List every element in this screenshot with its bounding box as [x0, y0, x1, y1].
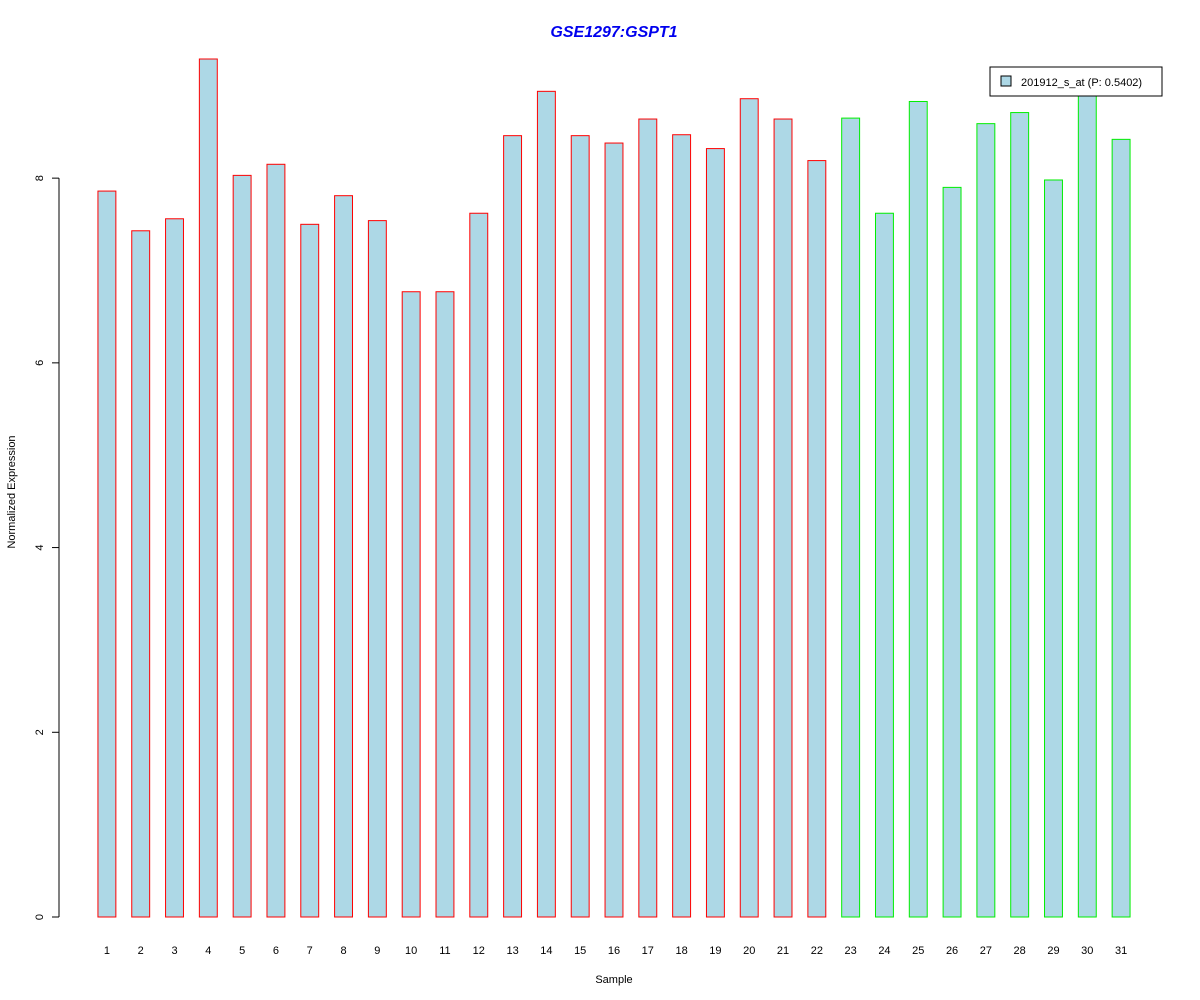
legend-label: 201912_s_at (P: 0.5402) [1021, 77, 1142, 89]
bar-sample-4 [198, 58, 218, 918]
x-tick-label: 29 [1047, 945, 1059, 957]
x-axis-label: Sample [595, 974, 632, 986]
bar-sample-26 [942, 186, 962, 918]
x-tick-label: 16 [608, 945, 620, 957]
bar-sample-2 [131, 230, 151, 918]
x-tick-label: 14 [540, 945, 552, 957]
x-tick-label: 5 [239, 945, 245, 957]
y-tick-label: 4 [34, 545, 46, 551]
x-tick-label: 2 [138, 945, 144, 957]
bar-sample-22 [807, 160, 827, 918]
y-axis: 0 2 4 6 8 [34, 175, 60, 920]
x-tick-label: 1 [104, 945, 110, 957]
x-tick-label: 23 [845, 945, 857, 957]
legend-swatch [1000, 75, 1012, 87]
bar-sample-24 [874, 212, 894, 918]
bar-sample-20 [739, 98, 759, 918]
x-tick-label: 17 [642, 945, 654, 957]
x-tick-label: 6 [273, 945, 279, 957]
x-tick-label: 10 [405, 945, 417, 957]
bar-sample-21 [773, 118, 793, 918]
bar-sample-29 [1044, 179, 1063, 918]
bar-sample-7 [300, 223, 320, 918]
bar-sample-1 [97, 190, 117, 918]
x-tick-label: 12 [473, 945, 485, 957]
x-tick-label: 20 [743, 945, 755, 957]
chart-title: GSE1297:GSPT1 [550, 24, 677, 41]
x-tick-label: 30 [1081, 945, 1093, 957]
x-tick-label: 15 [574, 945, 586, 957]
x-tick-label: 31 [1115, 945, 1127, 957]
x-tick-label: 3 [171, 945, 177, 957]
bar-sample-27 [976, 123, 996, 918]
x-tick-label: 21 [777, 945, 789, 957]
y-tick-label: 2 [34, 729, 46, 735]
bar-sample-14 [536, 90, 556, 918]
y-axis-label: Normalized Expression [6, 435, 18, 548]
x-tick-label: 28 [1014, 945, 1026, 957]
y-tick-label: 6 [34, 360, 46, 366]
x-tick-label: 13 [506, 945, 518, 957]
bar-sample-5 [232, 174, 252, 918]
x-tick-label: 4 [205, 945, 211, 957]
bar-sample-11 [435, 291, 455, 918]
bar-sample-15 [570, 135, 590, 918]
bar-sample-13 [503, 135, 523, 918]
x-tick-label: 25 [912, 945, 924, 957]
bars [97, 58, 1131, 918]
bar-sample-17 [638, 118, 658, 918]
bar-sample-6 [266, 163, 286, 918]
x-tick-label: 9 [374, 945, 380, 957]
bar-sample-12 [469, 212, 489, 918]
bar-sample-19 [705, 148, 725, 918]
legend-box [989, 66, 1163, 97]
bar-sample-8 [334, 195, 354, 918]
x-tick-label: 11 [439, 945, 450, 957]
bar-sample-25 [908, 100, 928, 918]
x-tick-label: 19 [709, 945, 721, 957]
x-tick-label: 8 [340, 945, 346, 957]
x-tick-label: 24 [878, 945, 890, 957]
bar-sample-3 [165, 218, 184, 918]
bar-sample-30 [1077, 94, 1097, 918]
x-tick-label: 18 [675, 945, 687, 957]
bar-sample-28 [1010, 112, 1030, 918]
bar-sample-31 [1111, 138, 1131, 918]
x-tick-label: 7 [307, 945, 313, 957]
bar-sample-9 [367, 220, 387, 918]
y-tick-label: 0 [34, 914, 46, 920]
x-tick-label: 22 [811, 945, 823, 957]
x-tick-label: 27 [980, 945, 992, 957]
bar-sample-23 [841, 117, 861, 918]
bar-sample-16 [604, 142, 624, 918]
y-tick-label: 8 [34, 175, 46, 181]
x-axis: 1 2 3 4 5 6 7 8 9 10 11 12 13 14 15 16 17 18 19 20 21 22 23 24 2… [104, 945, 1127, 957]
bar-sample-10 [401, 291, 421, 918]
x-tick-label: 26 [946, 945, 958, 957]
legend: 201912_s_at (P: 0.5402) [989, 66, 1163, 97]
bar-sample-18 [672, 134, 692, 918]
